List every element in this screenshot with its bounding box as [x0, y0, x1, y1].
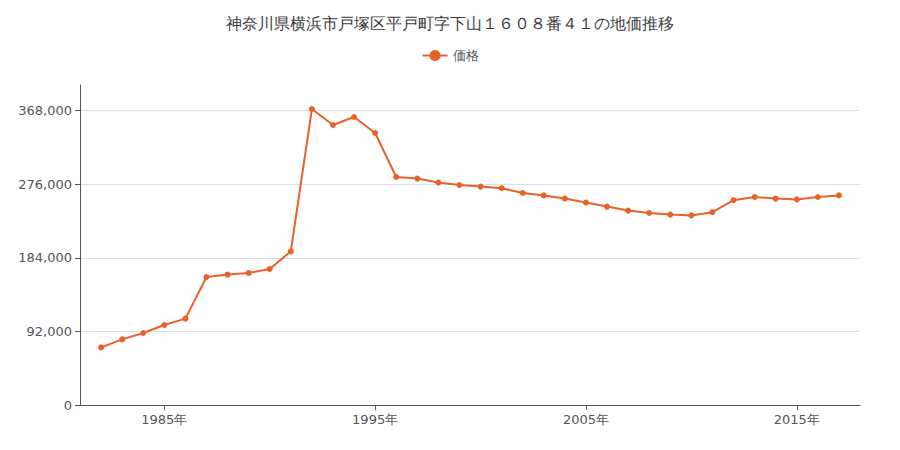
svg-text:2005年: 2005年 — [563, 412, 609, 427]
svg-text:1985年: 1985年 — [141, 412, 187, 427]
svg-text:276,000: 276,000 — [18, 177, 72, 192]
svg-text:368,000: 368,000 — [18, 103, 72, 118]
svg-text:0: 0 — [64, 398, 72, 413]
svg-text:184,000: 184,000 — [18, 250, 72, 265]
svg-text:神奈川県横浜市戸塚区平戸町字下山１６０８番４１の地価推移: 神奈川県横浜市戸塚区平戸町字下山１６０８番４１の地価推移 — [226, 14, 674, 33]
svg-text:2015年: 2015年 — [774, 412, 820, 427]
svg-text:1995年: 1995年 — [352, 412, 398, 427]
svg-text:92,000: 92,000 — [27, 324, 73, 339]
svg-text:価格: 価格 — [453, 48, 479, 63]
